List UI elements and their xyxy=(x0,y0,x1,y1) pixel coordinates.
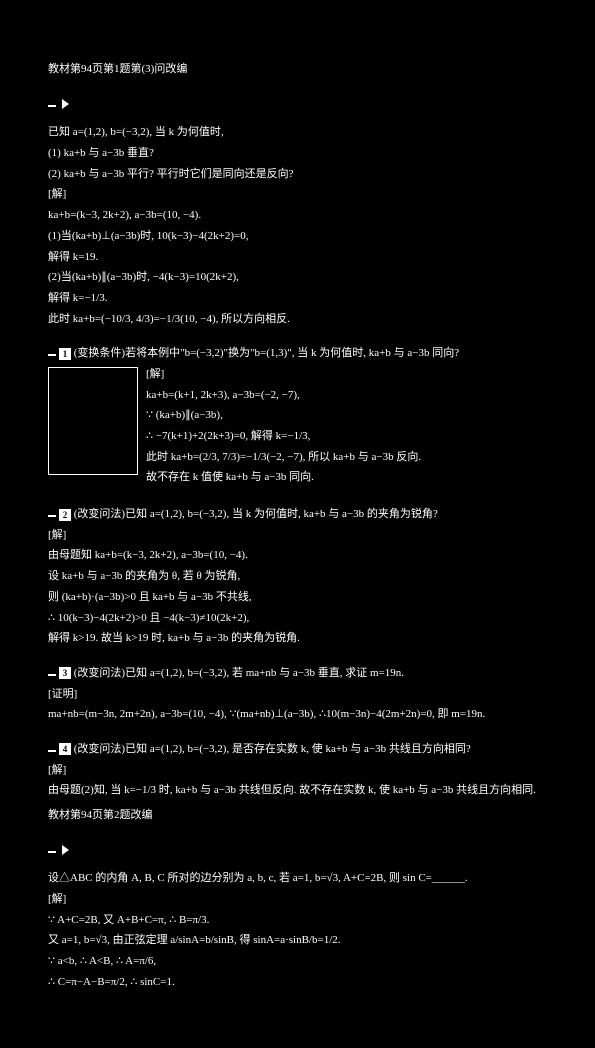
p2-ans-4: ∴ C=π−A−B=π/2, ∴ sinC=1. xyxy=(48,973,547,992)
v4-sol: 由母题(2)知, 当 k=−1/3 时, ka+b 与 a−3b 共线但反向. … xyxy=(48,781,547,800)
v2-sol-label: [解] xyxy=(48,526,547,545)
v1-sol-1: ka+b=(k+1, 2k+3), a−3b=(−2, −7), xyxy=(146,386,547,405)
chapter-ref-row: 教材第94页第1题第(3)问改编 xyxy=(48,60,547,79)
variant-label-1 xyxy=(48,354,56,356)
main-problem-label xyxy=(48,105,56,107)
figure-placeholder-box xyxy=(48,367,138,475)
chapter-ref: 教材第94页第1题第(3)问改编 xyxy=(48,63,187,75)
p1-q1: (1) ka+b 与 a−3b 垂直? xyxy=(48,144,547,163)
variant-label-4 xyxy=(48,750,56,752)
p1-sol-2: (1)当(ka+b)⊥(a−3b)时, 10(k−3)−4(2k+2)=0, xyxy=(48,227,547,246)
p1-given: 已知 a=(1,2), b=(−3,2), 当 k 为何值时, xyxy=(48,123,547,142)
v3-text: (改变问法)已知 a=(1,2), b=(−3,2), 若 ma+nb 与 a−… xyxy=(74,667,404,679)
p1-sol-1: ka+b=(k−3, 2k+2), a−3b=(10, −4). xyxy=(48,206,547,225)
v3-proof-label: [证明] xyxy=(48,685,547,704)
v2-sol-4: ∴ 10(k−3)−4(2k+2)>0 且 −4(k−3)≠10(2k+2), xyxy=(48,609,547,628)
variant-num-4: 4 xyxy=(59,743,71,755)
variant-num-2: 2 xyxy=(59,509,71,521)
variant-label-2 xyxy=(48,515,56,517)
p2-ans-3: ∵ a<b, ∴ A<B, ∴ A=π/6, xyxy=(48,952,547,971)
triangle-marker-icon xyxy=(62,845,69,855)
p2-text: 设△ABC 的内角 A, B, C 所对的边分别为 a, b, c, 若 a=1… xyxy=(48,869,547,888)
document-page: 教材第94页第1题第(3)问改编 已知 a=(1,2), b=(−3,2), 当… xyxy=(0,0,595,1048)
v2-text: (改变问法)已知 a=(1,2), b=(−3,2), 当 k 为何值时, ka… xyxy=(74,508,438,520)
v1-sol-3: ∴ −7(k+1)+2(2k+3)=0, 解得 k=−1/3, xyxy=(146,427,547,446)
p1-sol-4: (2)当(ka+b)∥(a−3b)时, −4(k−3)=10(2k+2), xyxy=(48,268,547,287)
variant-label-3 xyxy=(48,674,56,676)
variant-3: 3 (改变问法)已知 a=(1,2), b=(−3,2), 若 ma+nb 与 … xyxy=(48,664,547,724)
variant-num-1: 1 xyxy=(59,348,71,360)
main-problem-1-header xyxy=(48,95,547,114)
main-problem-label-2 xyxy=(48,851,56,853)
v1-sol-2: ∵ (ka+b)∥(a−3b), xyxy=(146,406,547,425)
v1-sol-label: [解] xyxy=(146,365,547,384)
main-problem-2: 设△ABC 的内角 A, B, C 所对的边分别为 a, b, c, 若 a=1… xyxy=(48,841,547,992)
main-problem-2-header xyxy=(48,841,547,860)
v4-sol-label: [解] xyxy=(48,761,547,780)
variant-4: 4 (改变问法)已知 a=(1,2), b=(−3,2), 是否存在实数 k, … xyxy=(48,740,547,825)
p1-sol-6: 此时 ka+b=(−10/3, 4/3)=−1/3(10, −4), 所以方向相… xyxy=(48,310,547,329)
v3-proof: ma+nb=(m−3n, 2m+2n), a−3b=(10, −4), ∵(ma… xyxy=(48,705,547,724)
p1-q2: (2) ka+b 与 a−3b 平行? 平行时它们是同向还是反向? xyxy=(48,165,547,184)
variant-num-3: 3 xyxy=(59,667,71,679)
v4-text: (改变问法)已知 a=(1,2), b=(−3,2), 是否存在实数 k, 使 … xyxy=(74,743,471,755)
v2-sol-2: 设 ka+b 与 a−3b 的夹角为 θ, 若 θ 为锐角, xyxy=(48,567,547,586)
variant-2: 2 (改变问法)已知 a=(1,2), b=(−3,2), 当 k 为何值时, … xyxy=(48,505,547,648)
v2-sol-3: 则 (ka+b)·(a−3b)>0 且 ka+b 与 a−3b 不共线, xyxy=(48,588,547,607)
v2-sol-5: 解得 k>19. 故当 k>19 时, ka+b 与 a−3b 的夹角为锐角. xyxy=(48,629,547,648)
p1-sol-label: [解] xyxy=(48,185,547,204)
triangle-marker-icon xyxy=(62,99,69,109)
p2-ans-2: 又 a=1, b=√3, 由正弦定理 a/sinA=b/sinB, 得 sinA… xyxy=(48,931,547,950)
v1-sol-4: 此时 ka+b=(2/3, 7/3)=−1/3(−2, −7), 所以 ka+b… xyxy=(146,448,547,467)
variant-1: 1 (变换条件)若将本例中"b=(−3,2)"换为"b=(1,3)", 当 k … xyxy=(48,344,547,489)
p1-sol-5: 解得 k=−1/3. xyxy=(48,289,547,308)
v4-footer: 教材第94页第2题改编 xyxy=(48,806,547,825)
p1-sol-3: 解得 k=19. xyxy=(48,248,547,267)
p2-ans-label: [解] xyxy=(48,890,547,909)
v1-sol-5: 故不存在 k 值使 ka+b 与 a−3b 同向. xyxy=(146,468,547,487)
p2-ans-1: ∵ A+C=2B, 又 A+B+C=π, ∴ B=π/3. xyxy=(48,911,547,930)
v1-text: (变换条件)若将本例中"b=(−3,2)"换为"b=(1,3)", 当 k 为何… xyxy=(74,347,459,359)
v2-sol-1: 由母题知 ka+b=(k−3, 2k+2), a−3b=(10, −4). xyxy=(48,546,547,565)
main-problem-1: 已知 a=(1,2), b=(−3,2), 当 k 为何值时, (1) ka+b… xyxy=(48,95,547,329)
